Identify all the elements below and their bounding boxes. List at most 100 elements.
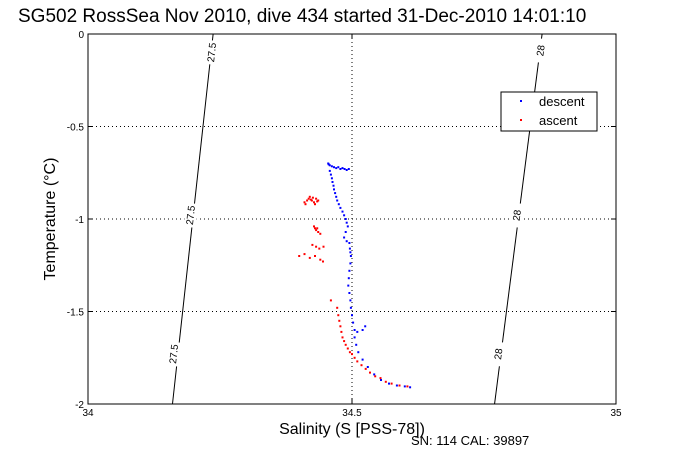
data-point-descent [330,177,333,180]
data-point-descent [349,251,352,254]
data-point-descent [409,386,412,389]
data-point-descent [348,292,351,294]
data-point-descent [347,277,350,280]
data-point-ascent [308,256,311,259]
contour-label-background [204,39,220,66]
data-point-ascent [310,199,313,202]
data-point-descent [352,321,355,324]
data-point-descent [348,242,351,244]
data-point-ascent [303,253,306,256]
data-point-descent [380,379,382,381]
data-point-descent [348,269,351,272]
data-point-descent [343,168,346,170]
data-point-descent [332,184,335,187]
data-point-descent [353,336,356,339]
grid-lines [88,34,616,404]
data-point-descent [331,181,334,183]
data-point-ascent [390,382,393,385]
data-point-ascent [314,255,316,257]
data-point-ascent [339,325,342,328]
serial-calibration-note: SN: 114 CAL: 39897 [411,433,529,448]
data-point-ascent [364,367,367,370]
data-point-ascent [338,319,341,322]
density-contour-label: 28 [493,347,505,360]
contour-label-background [166,341,182,367]
data-point-ascent [343,340,346,343]
data-point-ascent [384,380,387,383]
data-point-ascent [353,356,356,359]
data-point-ascent [311,243,314,246]
data-point-ascent [398,384,401,387]
data-point-descent [364,325,367,328]
data-point-ascent [337,314,340,317]
data-point-ascent [314,203,316,206]
data-point-ascent [379,377,382,380]
data-point-descent [349,262,352,265]
data-point-ascent [303,201,306,204]
data-point-ascent [306,199,309,202]
data-point-descent [361,329,364,331]
data-point-ascent [314,227,316,230]
data-points [298,162,412,389]
data-point-descent [339,206,342,209]
chart-title: SG502 RossSea Nov 2010, dive 434 started… [18,6,586,27]
contour-label-background [183,202,199,228]
contour-label-background [509,202,525,228]
data-point-descent [335,195,338,198]
data-point-ascent [336,306,339,309]
data-point-descent [343,214,346,217]
x-tick-label: 35 [610,408,622,419]
data-point-descent [343,236,346,239]
data-point-ascent [319,232,322,235]
y-tick-label: -2 [75,400,84,411]
data-point-ascent [298,255,301,257]
legend-label-ascent: ascent [539,113,578,128]
legend-marker-descent [520,100,522,102]
x-tick-label: 34 [82,408,94,419]
data-point-ascent [304,203,307,206]
data-point-descent [337,166,340,169]
data-point-descent [366,366,369,368]
data-point-descent [329,173,332,176]
data-point-ascent [348,351,351,354]
data-point-descent [341,210,344,213]
data-point-descent [349,306,352,309]
data-point-ascent [315,245,318,248]
data-point-descent [337,203,340,206]
data-point-descent [347,284,350,287]
density-contours: 27.5 27.5 27.5 28 28 28 [166,33,549,405]
data-point-descent [348,247,351,250]
data-point-descent [328,164,331,167]
data-point-descent [345,240,348,243]
data-point-descent [361,358,364,361]
data-point-ascent [369,371,371,374]
data-point-ascent [374,375,377,378]
data-point-descent [355,343,358,346]
density-contour-label: 27.5 [168,343,181,364]
data-point-ascent [317,199,320,202]
data-point-ascent [322,260,324,263]
data-point-ascent [318,247,321,250]
data-point-ascent [319,258,322,261]
data-point-ascent [351,353,353,356]
data-point-ascent [308,195,311,198]
x-tick-label: 34.5 [342,408,362,419]
contour-label-background [533,37,549,64]
data-point-ascent [346,347,349,350]
contour-label-background [491,341,507,367]
data-point-ascent [360,364,363,367]
data-point-ascent [307,197,310,200]
data-point-ascent [315,229,318,232]
data-point-descent [346,225,349,228]
data-point-descent [345,221,348,224]
data-point-descent [349,299,352,302]
data-point-descent [345,169,348,171]
data-point-ascent [315,197,318,200]
data-point-descent [330,165,333,168]
legend-label-descent: descent [539,94,585,109]
data-point-descent [333,188,335,191]
data-point-ascent [311,196,314,199]
density-contour-label: 27.5 [185,205,198,226]
data-point-ascent [309,198,312,201]
